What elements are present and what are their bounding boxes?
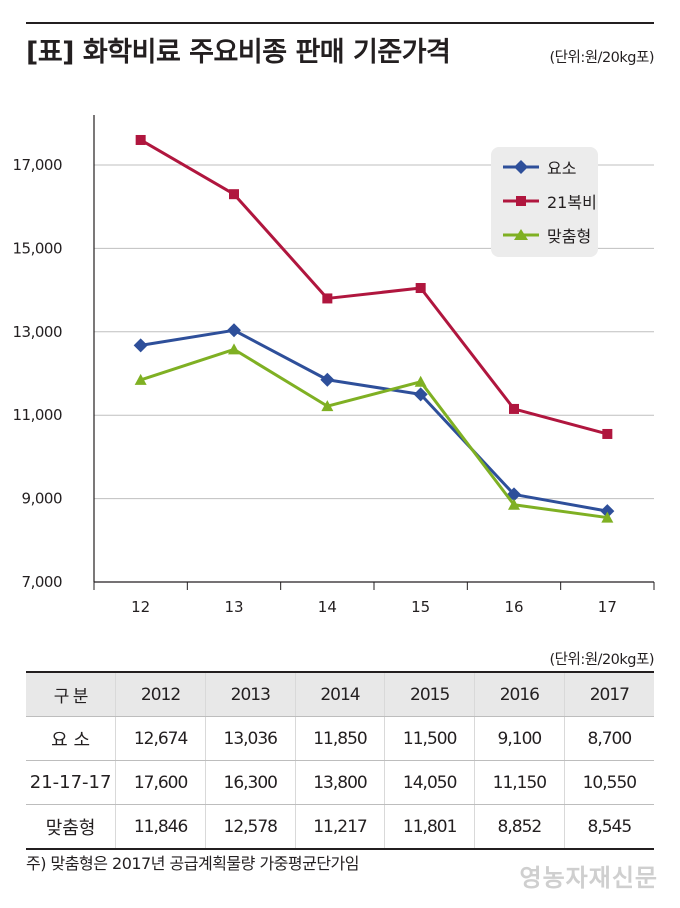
table-cell: 8,700 (563, 716, 654, 761)
table-cell: 21-17-17 (26, 760, 116, 805)
chart-unit-label: (단위:원/20kg포) (549, 50, 655, 66)
y-tick-label: 15,000 (13, 239, 63, 257)
axes: 7,000 9,000 11,000 13,000 15,000 17,000 12 13 14… (13, 115, 655, 616)
series-line-custom (140, 347, 608, 520)
legend-item-urea: 요소 (501, 157, 577, 178)
y-tick-label: 7,000 (22, 573, 62, 591)
x-tick-label: 17 (598, 598, 617, 616)
y-tick-label: 11,000 (13, 406, 63, 424)
table-row: 요 소 12,674 13,036 11,850 11,500 9,100 8,… (26, 716, 654, 761)
table-cell: 10,550 (563, 760, 654, 805)
table-cell: 요 소 (26, 716, 116, 761)
footnote: 주) 맞춤형은 2017년 공급계획물량 가중평균단가임 (26, 854, 360, 873)
y-tick-label: 13,000 (13, 323, 63, 341)
data-point-custom (321, 400, 334, 412)
chart-title: [표] 화학비료 주요비종 판매 기준가격 (26, 37, 451, 68)
table-cell: 13,036 (204, 716, 296, 761)
table-row: 맞춤형 11,846 12,578 11,217 11,801 8,852 8,… (26, 804, 654, 850)
table-header-cell: 2013 (204, 672, 296, 717)
data-point-complex (602, 428, 613, 439)
table-cell: 11,801 (384, 804, 475, 850)
table-cell: 17,600 (115, 760, 206, 805)
data-point-complex (415, 283, 426, 294)
table-cell: 8,545 (563, 804, 654, 850)
series-line-urea (140, 328, 608, 513)
table-header-cell: 2017 (563, 672, 654, 717)
table-header-cell: 2012 (115, 672, 206, 717)
table-cell: 11,500 (384, 716, 475, 761)
legend: 요소 21복비 맞춤형 (491, 147, 598, 257)
legend-swatch-custom (503, 229, 539, 240)
line-chart: 7,000 9,000 11,000 13,000 15,000 17,000 12 13 14… (13, 115, 655, 616)
x-tick-label: 13 (224, 598, 243, 616)
table-cell: 14,050 (384, 760, 475, 805)
data-point-complex (322, 293, 333, 304)
data-point-custom (508, 498, 520, 510)
data-point-complex (229, 189, 239, 200)
table-cell: 9,100 (474, 716, 565, 761)
table-cell: 12,674 (115, 716, 206, 761)
data-point-custom (601, 511, 614, 523)
data-table: 구 분 2012 2013 2014 2015 2016 2017 요 소 12… (26, 671, 654, 850)
x-tick-label: 14 (318, 598, 337, 616)
top-rule (26, 22, 654, 24)
series-line-complex (139, 138, 608, 436)
x-tick-label: 16 (504, 598, 523, 616)
table-row: 21-17-17 17,600 16,300 13,800 14,050 11,… (26, 760, 654, 805)
x-tick-label: 12 (131, 598, 150, 616)
table-cell: 11,846 (115, 804, 206, 850)
table-header-cell: 구 분 (26, 672, 116, 717)
table-cell: 16,300 (204, 760, 296, 805)
data-point-urea (133, 338, 148, 353)
table-cell: 11,217 (294, 804, 385, 850)
legend-item-custom: 맞춤형 (501, 225, 592, 246)
table-header-cell: 2015 (384, 672, 475, 717)
table-cell: 12,578 (204, 804, 296, 850)
data-point-custom (228, 343, 240, 355)
legend-item-complex: 21복비 (501, 191, 597, 212)
legend-label-custom: 맞춤형 (547, 227, 592, 246)
table-cell: 맞춤형 (26, 804, 116, 850)
table-header-cell: 2016 (474, 672, 565, 717)
table-unit-label: (단위:원/20kg포) (549, 652, 655, 668)
table-cell: 11,150 (474, 760, 565, 805)
watermark: 영농자재신문 (519, 864, 658, 892)
data-point-urea (320, 372, 335, 387)
table-header-row: 구 분 2012 2013 2014 2015 2016 2017 (26, 672, 654, 717)
series-layer (133, 134, 615, 523)
legend-swatch-urea (503, 160, 539, 174)
legend-label-urea: 요소 (547, 159, 577, 178)
table-header-cell: 2014 (294, 672, 385, 717)
y-tick-label: 9,000 (22, 490, 62, 508)
legend-label-complex: 21복비 (547, 193, 597, 212)
data-point-urea (413, 387, 428, 402)
data-point-complex (135, 134, 146, 145)
table-cell: 13,800 (294, 760, 385, 805)
data-point-complex (509, 403, 519, 414)
y-tick-label: 17,000 (13, 156, 63, 174)
legend-swatch-complex (503, 196, 539, 206)
data-point-custom (414, 375, 427, 387)
data-point-urea (600, 504, 615, 519)
data-point-urea (227, 323, 241, 338)
x-tick-label: 15 (411, 598, 430, 616)
table-cell: 11,850 (294, 716, 385, 761)
data-point-custom (134, 373, 147, 385)
table-cell: 8,852 (474, 804, 565, 850)
